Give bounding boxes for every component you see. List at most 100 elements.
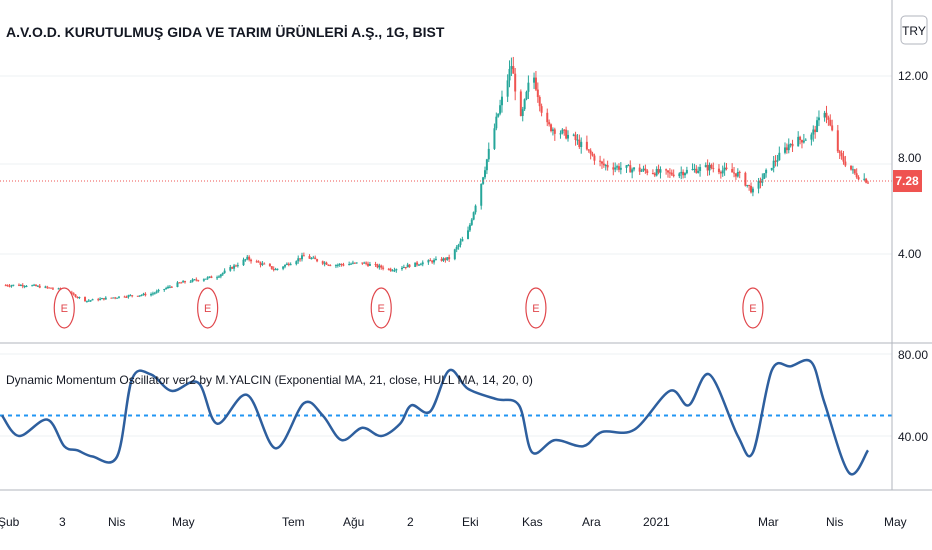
candle-body [429,260,432,262]
candle-body [257,261,260,263]
candle-body [314,257,317,260]
candle-body [699,167,702,171]
candle-body [578,139,581,148]
candle-body [217,276,220,278]
candle-body [523,99,526,110]
candle-body [402,266,405,268]
candle-body [334,265,337,267]
candle-body [495,116,498,129]
candle-body [206,277,209,279]
earnings-marker[interactable] [53,287,75,329]
candle-body [810,134,813,140]
candle-body [612,167,615,170]
candle-body [559,133,562,135]
candle-body [836,130,839,152]
candle-body [282,266,285,269]
candle-body [189,281,192,283]
candle-body [851,169,854,171]
price-tick-8: 8.00 [898,151,922,165]
earnings-marker[interactable] [370,287,392,329]
candle-body [619,167,622,170]
candle-body [325,262,328,265]
candle-body [487,148,490,160]
candle-body [242,259,245,266]
candle-body [474,205,477,213]
candle-body [827,117,830,120]
candle-body [525,91,528,100]
time-label: 2 [407,515,414,529]
price-tick-4: 4.00 [898,247,922,261]
candle-body [284,264,287,267]
candle-body [651,173,654,175]
candle-body [789,143,792,145]
candle-body [831,125,834,131]
candle-body [842,156,845,162]
candle-body [391,270,394,272]
candle-body [799,136,802,141]
candle-body [182,281,185,283]
candle-body [244,259,247,261]
time-label: May [884,515,907,529]
candle-body [157,290,160,292]
candle-body [338,264,341,266]
candle-body [625,165,628,168]
candle-body [180,282,183,284]
candle-body [748,184,751,186]
candle-body [672,174,675,177]
candle-body [91,299,94,301]
candle-body [138,295,141,297]
candle-body [533,77,536,83]
candle-body [419,264,422,266]
candle-body [57,288,60,290]
candle-body [536,89,539,98]
candle-body [655,168,658,176]
candle-body [797,136,800,147]
candle-body [380,265,383,268]
candle-body [416,262,419,265]
candle-body [493,128,496,149]
candle-body [678,173,681,177]
candle-body [599,160,602,162]
candle-body [534,77,537,90]
candle-body [202,279,205,281]
candle-body [640,170,643,172]
candle-body [844,161,847,166]
candle-body [600,161,603,164]
candle-body [825,112,828,118]
candle-body [229,267,232,271]
currency-button[interactable]: TRY [900,15,928,45]
earnings-marker[interactable] [197,287,219,329]
candle-body [274,269,277,271]
candle-body [195,279,198,281]
candle-body [116,297,119,299]
candle-body [776,160,779,162]
candle-body [514,73,517,92]
earnings-marker[interactable] [742,287,764,329]
candle-body [604,165,607,167]
candle-body [259,262,262,265]
candle-body [512,66,515,74]
currency-button-label[interactable]: TRY [902,24,926,38]
candle-body [444,258,447,260]
candle-body [785,147,788,151]
candle-body [772,160,775,168]
time-label: Ağu [343,515,364,529]
candle-body [153,292,156,294]
candle-body [350,263,353,265]
candle-body [33,284,36,286]
candle-body [448,257,451,260]
candle-body [168,286,171,288]
candle-body [455,246,458,250]
candle-body [36,285,39,287]
candle-body [191,279,194,282]
candle-body [316,259,319,262]
earnings-marker[interactable] [525,287,547,329]
candle-body [110,297,113,299]
candle-body [567,134,570,139]
candle-body [421,262,424,265]
candle-body [814,129,817,133]
time-label: Şub [0,515,20,529]
candle-body [433,259,436,263]
